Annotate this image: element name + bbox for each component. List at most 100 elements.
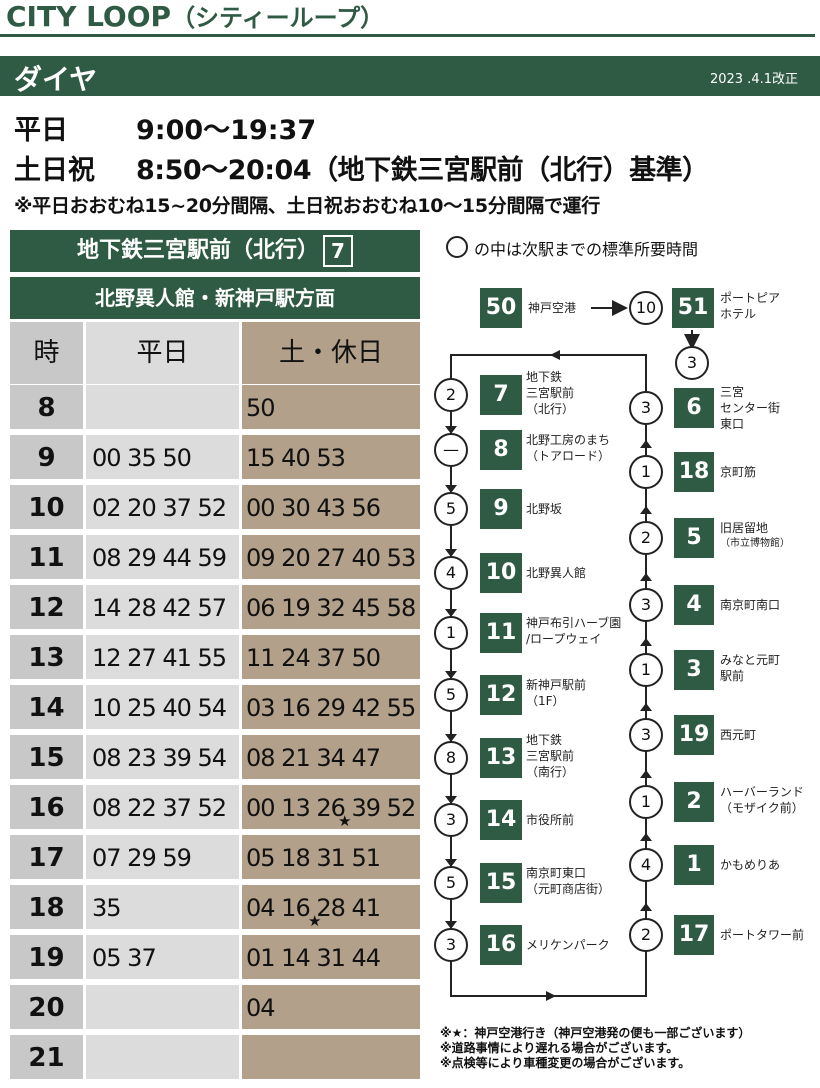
- travel-time-circle: 10: [629, 291, 663, 325]
- travel-time-circle: 3: [629, 588, 663, 622]
- weekday-range: 9:00〜19:37: [136, 115, 317, 146]
- stop-name: ハーバーランド （モザイク前）: [720, 785, 804, 815]
- holiday-times-cell: 15 40 53: [239, 435, 420, 482]
- weekday-times-cell: 10 25 40 54: [83, 685, 239, 732]
- stop-name: 神戸布引ハーブ園/ロープウェイ: [526, 616, 622, 646]
- stop-number: 15: [480, 863, 522, 903]
- travel-time-circle: 8: [434, 741, 468, 775]
- header-divider: [0, 34, 815, 37]
- hour-cell: 14: [10, 685, 83, 732]
- holiday-label: 土日祝: [14, 155, 95, 186]
- travel-time-circle: 1: [629, 455, 663, 489]
- footer-notes: ※★：神戸空港行き（神戸空港発の便も一部ございます） ※道路事情により遅れる場合…: [440, 1026, 750, 1071]
- holiday-times-cell: 08 21 34 47: [239, 735, 420, 782]
- holiday-times-cell: [239, 1035, 420, 1082]
- stop-name: 西元町: [720, 728, 757, 742]
- stop-name: みなと元町 駅前: [720, 653, 781, 683]
- hour-cell: 8: [10, 385, 83, 432]
- col-weekday: 平日: [83, 322, 239, 384]
- footer-note: ※点検等により車種変更の場合がございます。: [440, 1056, 691, 1070]
- travel-time-circle: 3: [434, 803, 468, 837]
- hour-cell: 16: [10, 785, 83, 832]
- weekday-times-cell: 14 28 42 57: [83, 585, 239, 632]
- stop-number: 6: [674, 388, 714, 428]
- stop-number: 9: [480, 489, 522, 529]
- stop-name: かもめりあ: [720, 858, 781, 872]
- weekday-times-cell: [83, 1035, 239, 1082]
- stop-number: 14: [480, 800, 522, 840]
- travel-time-circle: 5: [434, 678, 468, 712]
- weekday-times-cell: 02 20 37 52: [83, 485, 239, 532]
- stop-name: ポートピア ホテル: [720, 291, 781, 321]
- hour-cell: 11: [10, 535, 83, 582]
- travel-time-circle: 3: [675, 346, 709, 380]
- weekday-label: 平日: [14, 115, 68, 146]
- holiday-times-cell: 50: [239, 385, 420, 432]
- title-subtitle: （シティーループ）: [171, 4, 385, 32]
- stop-number: 10: [480, 553, 522, 593]
- stop-name: 新神戸駅前 （1F）: [526, 678, 587, 708]
- stop-number: 16: [480, 925, 522, 965]
- stop-name: 南京町南口: [720, 598, 781, 612]
- travel-time-circle: 3: [629, 391, 663, 425]
- stop-name: 地下鉄三宮駅前（北行）: [76, 238, 319, 263]
- airport-star-icon: ★: [308, 912, 322, 930]
- stop-name: 北野工房のまち （トアロード）: [526, 433, 611, 463]
- weekday-times-cell: 08 22 37 52: [83, 785, 239, 832]
- app-title: CITY LOOP（シティーループ）: [6, 0, 384, 33]
- travel-time-circle: 2: [434, 378, 468, 412]
- stop-name: 三宮 センター街 東口: [720, 385, 781, 431]
- travel-time-circle: 4: [434, 556, 468, 590]
- stop-name: 市役所前: [526, 813, 575, 827]
- travel-time-circle: 1: [629, 785, 663, 819]
- footer-note: ※★：神戸空港行き（神戸空港発の便も一部ございます）: [440, 1026, 751, 1040]
- holiday-times-cell: 04 16 28 41: [239, 885, 420, 932]
- stop-name: 北野坂: [526, 502, 563, 516]
- section-title: ダイヤ: [14, 63, 98, 96]
- footer-note: ※道路事情により遅れる場合がございます。: [440, 1041, 679, 1055]
- revision-date: 2023 .4.1改正: [709, 72, 798, 87]
- weekday-times-cell: 12 27 41 55: [83, 635, 239, 682]
- hour-cell: 18: [10, 885, 83, 932]
- travel-time-circle: 3: [629, 718, 663, 752]
- travel-time-circle: 5: [434, 866, 468, 900]
- holiday-times-cell: 00 13 26 39 52: [239, 785, 420, 832]
- weekday-times-cell: 07 29 59: [83, 835, 239, 882]
- stop-number: 5: [674, 518, 714, 558]
- stop-number: 3: [674, 650, 714, 690]
- hour-cell: 9: [10, 435, 83, 482]
- direction-header: 北野異人館・新神戸駅方面: [10, 277, 420, 319]
- stop-name: 南京町東口 （元町商店街）: [526, 866, 611, 896]
- hour-cell: 12: [10, 585, 83, 632]
- stop-name: 神戸空港: [528, 301, 577, 315]
- holiday-times-cell: 11 24 37 50: [239, 635, 420, 682]
- stop-name: 地下鉄三宮駅前（北行）: [526, 370, 575, 416]
- stop-number: 1: [674, 845, 714, 885]
- interval-note: ※平日おおむね15~20分間隔、土日祝おおむね10～15分間隔で運行: [14, 195, 600, 217]
- weekday-times-cell: [83, 985, 239, 1032]
- hour-cell: 21: [10, 1035, 83, 1082]
- hour-cell: 15: [10, 735, 83, 782]
- column-headers: 時 平日 土・休日: [10, 322, 420, 384]
- holiday-times-cell: 01 14 31 44: [239, 935, 420, 982]
- hour-cell: 10: [10, 485, 83, 532]
- legend-circle-icon: [446, 236, 468, 258]
- stop-number-badge: 7: [323, 235, 353, 267]
- title-text: CITY LOOP: [6, 0, 172, 33]
- holiday-times-cell: 05 18 31 51: [239, 835, 420, 882]
- stop-number: 11: [480, 613, 522, 653]
- stop-number: 17: [674, 915, 714, 955]
- weekday-times-cell: [83, 385, 239, 432]
- hour-cell: 20: [10, 985, 83, 1032]
- weekday-times-cell: 08 29 44 59: [83, 535, 239, 582]
- stop-number: 4: [674, 585, 714, 625]
- hour-cell: 13: [10, 635, 83, 682]
- col-hour: 時: [10, 322, 83, 384]
- stop-number: 51: [672, 288, 714, 328]
- weekday-times-cell: 05 37: [83, 935, 239, 982]
- route-legend: の中は次駅までの標準所要時間: [474, 240, 699, 259]
- airport-star-icon: ★: [338, 812, 352, 830]
- travel-time-circle: 4: [629, 848, 663, 882]
- travel-time-circle: 3: [434, 928, 468, 962]
- stop-name: 旧居留地 （市立博物館）: [720, 521, 790, 549]
